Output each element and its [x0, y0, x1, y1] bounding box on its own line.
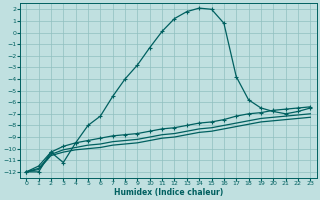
X-axis label: Humidex (Indice chaleur): Humidex (Indice chaleur) [114, 188, 223, 197]
